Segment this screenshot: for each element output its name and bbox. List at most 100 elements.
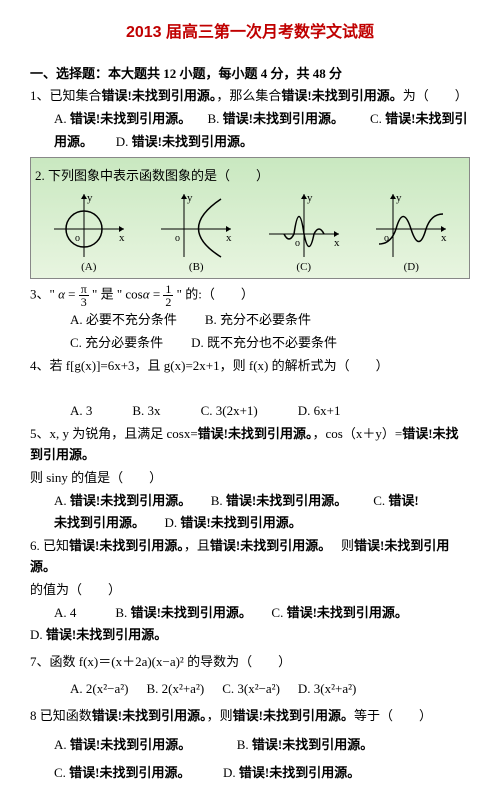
svg-text:x: x xyxy=(441,232,447,244)
page-title: 2013 届高三第一次月考数学文试题 xyxy=(30,20,470,46)
q8-err2: 错误!未找到引用源。 xyxy=(233,708,354,723)
q6-opts-line2: D. 错误!未找到引用源。 xyxy=(30,625,470,646)
q3-alpha2: α xyxy=(143,287,150,302)
q7-optB: B. 2(x²+a²) xyxy=(146,679,204,700)
q1-err2: 错误!未找到引用源。 xyxy=(281,88,402,103)
q5-optD-pre: D. xyxy=(165,515,181,530)
q3-frac1: π3 xyxy=(79,283,89,308)
q2-graph-d: y x o (D) xyxy=(371,189,451,277)
q8-optC-err: 错误!未找到引用源。 xyxy=(69,765,190,780)
q8-optD-err: 错误!未找到引用源。 xyxy=(239,765,360,780)
q8-err1: 错误!未找到引用源。 xyxy=(92,708,207,723)
q3-stem: 3、" α = π3 " 是 " cosα = 12 " 的:（ ） xyxy=(30,283,470,308)
q8-stem: 8 已知函数错误!未找到引用源。，则错误!未找到引用源。等于（ ） xyxy=(30,706,470,727)
q4-optD: D. 6x+1 xyxy=(298,401,341,422)
q1-err1: 错误!未找到引用源。 xyxy=(102,88,217,103)
graph-b-svg: y x o xyxy=(156,189,236,259)
q3-optC: C. 充分必要条件 xyxy=(70,333,163,354)
q5-text-b: ，cos（x＋y）= xyxy=(313,426,403,441)
q1-optD-pre: D. xyxy=(116,134,132,149)
q1-optB-pre: B. xyxy=(207,111,222,126)
q1-options-line2: 用源。 D. 错误!未找到引用源。 xyxy=(30,132,470,153)
q7-optD: D. 3(x²+a²) xyxy=(298,679,356,700)
q3-frac1-den: 3 xyxy=(79,296,89,308)
q4-stem: 4、若 f[g(x)]=6x+3，且 g(x)=2x+1，则 f(x) 的解析式… xyxy=(30,356,470,377)
q3-text-b: " 是 " cos xyxy=(89,287,143,302)
q8-text-c: 等于（ ） xyxy=(354,708,432,723)
q3-text-c: " 的:（ ） xyxy=(173,287,253,302)
q3-text-a: 3、" xyxy=(30,287,58,302)
q2-graph-row: y x o (A) y x o (B) y x xyxy=(35,189,465,277)
q1-options-line1: A. 错误!未找到引用源。 B. 错误!未找到引用源。 C. 错误!未找到引 xyxy=(30,109,470,130)
svg-text:o: o xyxy=(75,233,80,244)
q8-optA-err: 错误!未找到引用源。 xyxy=(70,737,191,752)
q7-optA: A. 2(x²−a²) xyxy=(70,679,128,700)
q1-optC-tail: 用源。 xyxy=(54,134,93,149)
q5-optA-err: 错误!未找到引用源。 xyxy=(70,493,191,508)
q8-opts-line2: C. 错误!未找到引用源。 D. 错误!未找到引用源。 xyxy=(30,763,470,784)
q5-optC-tail: 未找到引用源。 xyxy=(54,515,145,530)
q5-err1: 错误!未找到引用源。 xyxy=(198,426,313,441)
svg-text:o: o xyxy=(295,238,300,249)
q6-optC-err: 错误!未找到引用源。 xyxy=(287,605,408,620)
q1-optA-err: 错误!未找到引用源。 xyxy=(70,111,191,126)
q5-optC-pre: C. xyxy=(373,493,388,508)
q6-err1: 错误!未找到引用源。 xyxy=(69,538,184,553)
q6-text-c: 则 xyxy=(341,538,354,553)
svg-text:y: y xyxy=(396,192,402,204)
q8-opts-line1: A. 错误!未找到引用源。 B. 错误!未找到引用源。 xyxy=(30,735,470,756)
svg-text:y: y xyxy=(187,192,193,204)
graph-a-svg: y x o xyxy=(49,189,129,259)
svg-text:o: o xyxy=(175,233,180,244)
q3-opts-row2: C. 充分必要条件 D. 既不充分也不必要条件 xyxy=(30,333,470,354)
q4-opts: A. 3 B. 3x C. 3(2x+1) D. 6x+1 xyxy=(30,401,470,422)
svg-text:x: x xyxy=(226,232,232,244)
q2-graph-box: 2. 下列图象中表示函数图象的是（ ） y x o (A) y x o (B) xyxy=(30,157,470,279)
q5-stem-line1: 5、x, y 为锐角，且满足 cosx=错误!未找到引用源。，cos（x＋y）=… xyxy=(30,424,470,466)
q5-optB-err: 错误!未找到引用源。 xyxy=(226,493,347,508)
q3-optA: A. 必要不充分条件 xyxy=(70,310,177,331)
q1-text-b: ，那么集合 xyxy=(216,88,281,103)
q6-optC-pre: C. xyxy=(271,605,286,620)
q2-graph-c: y x o (C) xyxy=(264,189,344,277)
q2-graph-b: y x o (B) xyxy=(156,189,236,277)
q2-graph-a: y x o (A) xyxy=(49,189,129,277)
q8-optB-pre: B. xyxy=(237,737,252,752)
q2-stem: 2. 下列图象中表示函数图象的是（ ） xyxy=(35,166,465,187)
q5-stem-line2: 则 siny 的值是（ ） xyxy=(30,468,470,489)
svg-text:o: o xyxy=(384,233,389,244)
svg-text:y: y xyxy=(307,192,313,204)
q5-optB-pre: B. xyxy=(211,493,226,508)
q1-stem: 1、已知集合错误!未找到引用源。，那么集合错误!未找到引用源。为（ ） xyxy=(30,86,470,107)
q8-text-b: ，则 xyxy=(207,708,233,723)
q7-optC: C. 3(x²−a²) xyxy=(222,679,280,700)
svg-text:x: x xyxy=(119,232,125,244)
section-heading: 一、选择题：本大题共 12 小题，每小题 4 分，共 48 分 xyxy=(30,64,470,85)
q5-optA-pre: A. xyxy=(54,493,70,508)
q3-eq2: = xyxy=(150,287,164,302)
q5-opts-line2: 未找到引用源。 D. 错误!未找到引用源。 xyxy=(30,513,470,534)
q2-label-a: (A) xyxy=(49,259,129,277)
q5-optD-err: 错误!未找到引用源。 xyxy=(180,515,301,530)
q4-spacer xyxy=(30,379,470,400)
q3-frac2: 12 xyxy=(163,283,173,308)
q4-optA: A. 3 xyxy=(70,401,92,422)
q3-opts-row1: A. 必要不充分条件 B. 充分不必要条件 xyxy=(30,310,470,331)
q6-stem2: 的值为（ ） xyxy=(30,580,470,601)
graph-d-svg: y x o xyxy=(371,189,451,259)
q6-optD-pre: D. xyxy=(30,627,46,642)
q5-text-a: 5、x, y 为锐角，且满足 cosx= xyxy=(30,426,198,441)
q5-opts-line1: A. 错误!未找到引用源。 B. 错误!未找到引用源。 C. 错误! xyxy=(30,491,470,512)
q8-optB-err: 错误!未找到引用源。 xyxy=(252,737,373,752)
q1-optC-pre: C. xyxy=(370,111,385,126)
graph-c-svg: y x o xyxy=(264,189,344,259)
q1-optC-err: 错误!未找到引 xyxy=(385,111,467,126)
q4-optB: B. 3x xyxy=(132,401,160,422)
q7-opts: A. 2(x²−a²) B. 2(x²+a²) C. 3(x²−a²) D. 3… xyxy=(30,679,470,700)
q1-optB-err: 错误!未找到引用源。 xyxy=(223,111,344,126)
svg-text:y: y xyxy=(87,192,93,204)
q8-optD-pre: D. xyxy=(223,765,239,780)
q1-text-c: 为（ ） xyxy=(403,88,468,103)
svg-text:x: x xyxy=(334,237,340,249)
q8-optA-pre: A. xyxy=(54,737,70,752)
